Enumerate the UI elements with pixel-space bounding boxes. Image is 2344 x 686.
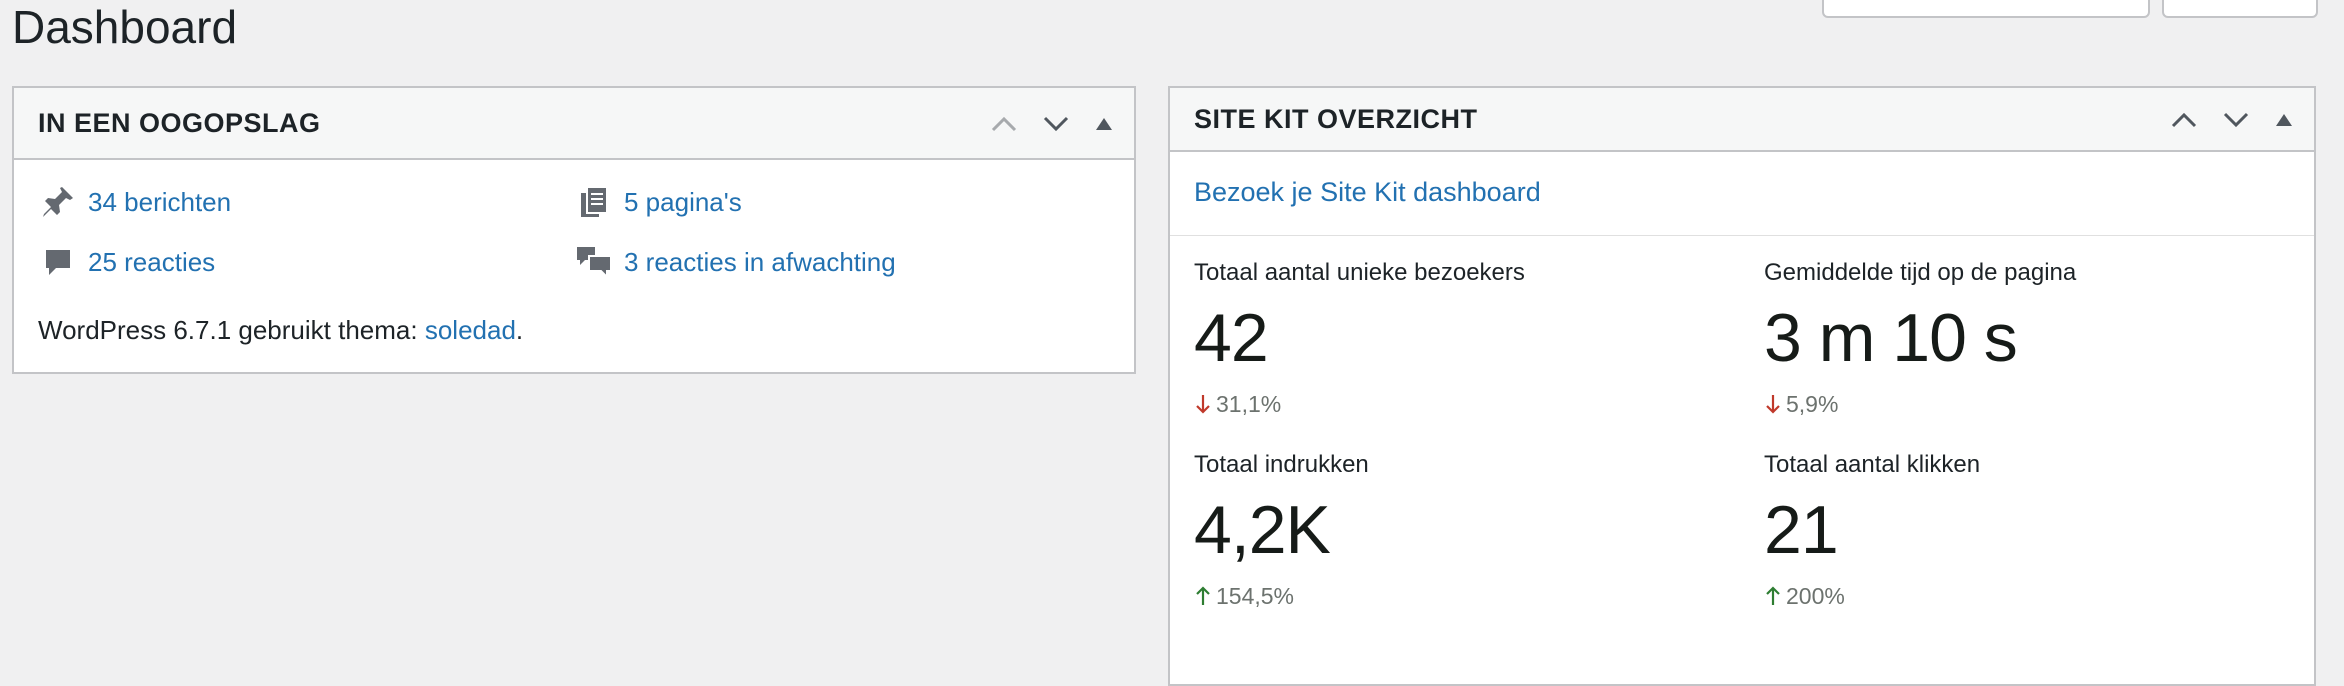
pending-comments-link[interactable]: 3 reacties in afwachting: [624, 247, 896, 277]
screen-options-button[interactable]: [1822, 0, 2150, 18]
chevron-down-icon: [1043, 116, 1069, 132]
theme-link[interactable]: soledad: [424, 315, 516, 345]
metric-value: 21: [1764, 492, 1839, 568]
arrow-up-icon: [1196, 586, 1210, 605]
pushpin-icon: [38, 184, 78, 220]
at-a-glance-widget: IN EEN OOGOPSLAG 34 berichten 5 pagina's…: [12, 86, 1136, 374]
metric-label: Gemiddelde tijd op de pagina: [1764, 259, 2077, 286]
wordpress-version-text: WordPress 6.7.1 gebruikt thema: soledad.: [38, 314, 523, 346]
help-button[interactable]: [2162, 0, 2318, 18]
dashboard-link-row: [1170, 152, 2314, 236]
chevron-up-icon: [2171, 112, 2197, 128]
posts-count-link[interactable]: 34 berichten: [88, 187, 232, 217]
comments-pending-icon: [574, 244, 614, 280]
site-kit-dashboard-link[interactable]: Bezoek je Site Kit dashboard: [1194, 177, 1541, 207]
widget-title: IN EEN OOGOPSLAG: [38, 108, 321, 138]
move-up-button[interactable]: [984, 104, 1024, 144]
chevron-down-icon: [2223, 112, 2249, 128]
triangle-up-icon: [2276, 114, 2292, 126]
glance-item-pages[interactable]: 5 pagina's: [574, 184, 742, 220]
metric-change: 5,9%: [1764, 390, 2304, 418]
metric-change: 31,1%: [1194, 390, 1734, 418]
site-kit-widget: SITE KIT OVERZICHT Bezoek je Site Kit da…: [1168, 86, 2316, 686]
comments-count-link[interactable]: 25 reacties: [88, 247, 216, 277]
metric-label: Totaal aantal unieke bezoekers: [1194, 259, 1525, 286]
metric-value: 42: [1194, 300, 1269, 376]
arrow-down-icon: [1766, 395, 1780, 414]
metric-label: Totaal indrukken: [1194, 451, 1369, 478]
metric-change: 200%: [1764, 582, 2304, 610]
toggle-panel-button[interactable]: [1084, 104, 1124, 144]
metric-change-value: 154,5%: [1216, 583, 1295, 609]
metric-clicks: Totaal aantal klikken 21 200%: [1764, 450, 2304, 610]
comment-icon: [38, 244, 78, 280]
toggle-panel-button[interactable]: [2264, 100, 2304, 140]
move-down-button[interactable]: [1036, 104, 1076, 144]
chevron-up-icon: [991, 116, 1017, 132]
widget-header: SITE KIT OVERZICHT: [1170, 88, 2314, 152]
move-down-button[interactable]: [2216, 100, 2256, 140]
arrow-up-icon: [1766, 586, 1780, 605]
version-prefix: WordPress 6.7.1 gebruikt thema:: [38, 315, 425, 345]
glance-item-pending[interactable]: 3 reacties in afwachting: [574, 244, 896, 280]
page-title: Dashboard: [12, 1, 238, 53]
pages-count-link[interactable]: 5 pagina's: [624, 187, 742, 217]
metric-label: Totaal aantal klikken: [1764, 451, 1981, 478]
move-up-button[interactable]: [2164, 100, 2204, 140]
metric-avg-time: Gemiddelde tijd op de pagina 3 m 10 s 5,…: [1764, 258, 2304, 418]
metric-unique-visitors: Totaal aantal unieke bezoekers 42 31,1%: [1194, 258, 1734, 418]
glance-item-posts[interactable]: 34 berichten: [38, 184, 231, 220]
glance-item-comments[interactable]: 25 reacties: [38, 244, 215, 280]
pages-icon: [574, 184, 614, 220]
version-suffix: .: [515, 315, 524, 345]
arrow-down-icon: [1196, 395, 1210, 414]
metric-change-value: 200%: [1786, 583, 1845, 609]
widget-title: SITE KIT OVERZICHT: [1194, 104, 1478, 134]
metric-change-value: 31,1%: [1216, 391, 1282, 417]
metric-value: 4,2K: [1194, 492, 1331, 568]
widget-header: IN EEN OOGOPSLAG: [14, 88, 1134, 160]
metric-value: 3 m 10 s: [1764, 300, 2018, 376]
metric-impressions: Totaal indrukken 4,2K 154,5%: [1194, 450, 1734, 610]
triangle-up-icon: [1096, 118, 1112, 130]
metric-change: 154,5%: [1194, 582, 1734, 610]
metric-change-value: 5,9%: [1786, 391, 1839, 417]
